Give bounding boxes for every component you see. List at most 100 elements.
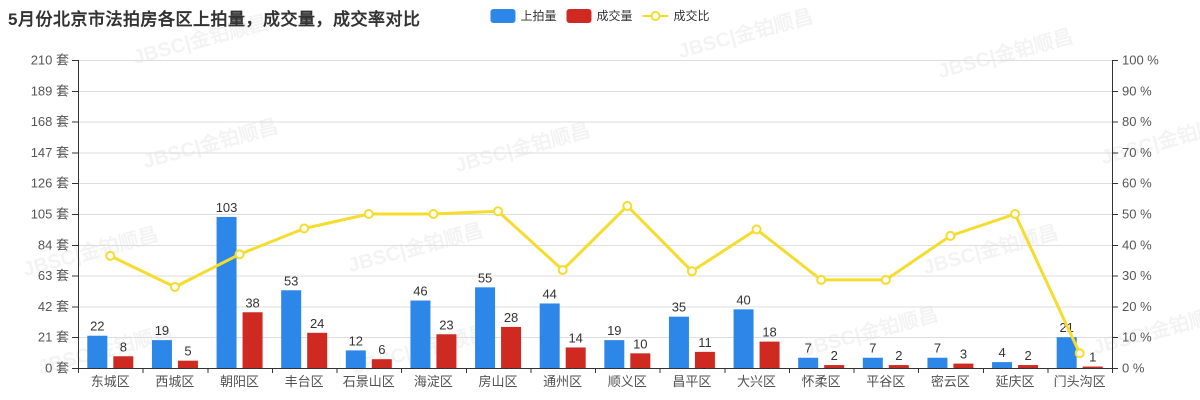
chart-text: 53 [284, 273, 298, 288]
bar-成交量-海淀区[interactable] [436, 334, 457, 368]
bar-上拍量-西城区[interactable] [151, 340, 172, 368]
chart-text: 2 [831, 348, 838, 363]
chart-text: 18 [762, 325, 776, 340]
bar-上拍量-丰台区[interactable] [281, 290, 302, 368]
bar-成交量-平谷区[interactable] [888, 365, 909, 368]
chart-text: 0 % [1122, 361, 1145, 376]
line-marker-大兴区[interactable] [751, 224, 762, 235]
bar-上拍量-门头沟区[interactable] [1056, 337, 1077, 368]
chart-text: 3 [960, 347, 967, 362]
line-marker-怀柔区[interactable] [816, 274, 827, 285]
bar-上拍量-昌平区[interactable] [668, 316, 689, 368]
bar-成交量-大兴区[interactable] [759, 341, 780, 368]
chart-text: 80 % [1122, 114, 1152, 129]
line-marker-西城区[interactable] [169, 281, 180, 292]
legend-item-shangpailiang[interactable]: 上拍量 [490, 7, 556, 24]
bar-成交量-怀柔区[interactable] [824, 365, 845, 368]
chart-text: 门头沟区 [1054, 374, 1106, 389]
chart-text: 石景山区 [343, 374, 395, 389]
legend-label: 成交比 [673, 9, 710, 23]
line-marker-房山区[interactable] [493, 206, 504, 217]
chart-text: 168 套 [31, 114, 69, 129]
bar-上拍量-朝阳区[interactable] [216, 216, 237, 368]
x-axis-labels: 东城区 西城区 朝阳区 丰台区 石景山区 海淀区 房山区 通州区 顺义区 昌平区 大兴区 怀柔区 平谷区… [91, 374, 1106, 389]
line-marker-海淀区[interactable] [428, 209, 439, 219]
bar-成交量-昌平区[interactable] [694, 351, 715, 368]
chart-text: 大兴区 [737, 374, 776, 389]
bar-上拍量-平谷区[interactable] [862, 357, 883, 368]
bar-上拍量-东城区[interactable] [87, 335, 108, 368]
y-axis-left-labels: 0 套 21 套 42 套 63 套 84 套 105 套 126 套 147 套 168 套 1… [31, 53, 69, 376]
chart-text: 14 [568, 330, 582, 345]
chart-text: 84 套 [38, 237, 69, 252]
line-marker-东城区[interactable] [105, 250, 116, 261]
line-marker-石景山区[interactable] [363, 209, 374, 219]
chart-text: 顺义区 [608, 374, 647, 389]
chart-text: 12 [349, 333, 363, 348]
line-marker-朝阳区[interactable] [234, 249, 245, 260]
bar-上拍量-密云区[interactable] [927, 357, 948, 368]
chart-text: 35 [672, 300, 686, 315]
chart-text: 2 [895, 348, 902, 363]
chart-text: 46 [413, 284, 427, 299]
chart-text: 30 % [1122, 268, 1152, 283]
line-marker-丰台区[interactable] [299, 223, 310, 234]
line-marker-门头沟区[interactable] [1074, 348, 1085, 359]
bar-成交量-门头沟区[interactable] [1082, 366, 1103, 368]
bar-上拍量-石景山区[interactable] [345, 350, 366, 368]
chart-text: 东城区 [91, 374, 130, 389]
line-marker-平谷区[interactable] [880, 274, 891, 285]
chart-text: 朝阳区 [220, 374, 259, 389]
bar-成交量-东城区[interactable] [113, 356, 134, 368]
bar-上拍量-怀柔区[interactable] [798, 357, 819, 368]
bar-上拍量-顺义区[interactable] [604, 340, 625, 368]
bar-上拍量-海淀区[interactable] [410, 300, 431, 368]
bar-成交量-延庆区[interactable] [1018, 365, 1039, 368]
line-marker-昌平区[interactable] [686, 266, 697, 277]
bar-成交量-房山区[interactable] [501, 326, 522, 368]
grid-lines [78, 60, 1112, 339]
bar-series-上拍量 [87, 216, 1077, 368]
legend-swatch-blue-icon [490, 8, 516, 23]
bar-上拍量-通州区[interactable] [539, 303, 560, 368]
bar-上拍量-延庆区[interactable] [992, 362, 1013, 368]
line-marker-通州区[interactable] [557, 265, 568, 276]
y-axis-right-labels: 0 % 10 % 20 % 30 % 40 % 50 % 60 % 70 % 80 % 90 % 1… [1122, 53, 1159, 376]
chart-text: 密云区 [931, 374, 970, 389]
bar-成交量-顺义区[interactable] [630, 353, 651, 368]
chart-text: 147 套 [31, 145, 69, 160]
bar-成交量-密云区[interactable] [953, 363, 974, 368]
chart-text: 60 % [1122, 176, 1152, 191]
chart-text: 房山区 [479, 374, 518, 389]
chart-text: 105 套 [31, 207, 69, 222]
chart-text: 7 [934, 341, 941, 356]
chart-text: 4 [998, 345, 1005, 360]
legend-item-chengjiaoliang[interactable]: 成交量 [566, 7, 633, 24]
chart-text: 50 % [1122, 207, 1152, 222]
bar-成交量-通州区[interactable] [565, 347, 586, 368]
line-marker-延庆区[interactable] [1010, 209, 1021, 219]
chart-text: 44 [542, 286, 556, 301]
page-title: 5月份北京市法拍房各区上拍量，成交量，成交率对比 [8, 10, 421, 29]
chart-text: 2 [1024, 348, 1031, 363]
line-marker-顺义区[interactable] [622, 200, 633, 211]
chart-text: 28 [504, 310, 518, 325]
chart-text: 22 [90, 319, 104, 334]
bar-成交量-丰台区[interactable] [307, 332, 328, 368]
bar-成交量-石景山区[interactable] [371, 359, 392, 368]
legend-line-marker-icon [642, 9, 669, 23]
bar-series-成交量 [113, 312, 1103, 368]
chart-text: 126 套 [31, 176, 69, 191]
line-marker-密云区[interactable] [945, 230, 956, 241]
chart-text: 42 套 [38, 299, 69, 314]
chart-text: 平谷区 [866, 374, 905, 389]
ratio-line[interactable] [109, 204, 1082, 354]
legend-item-chengjiaobi[interactable]: 成交比 [642, 7, 710, 24]
bar-成交量-西城区[interactable] [177, 360, 198, 368]
chart-text: 40 % [1122, 237, 1152, 252]
bar-上拍量-大兴区[interactable] [733, 309, 754, 368]
bar-上拍量-房山区[interactable] [475, 287, 496, 368]
bar-成交量-朝阳区[interactable] [242, 312, 263, 368]
